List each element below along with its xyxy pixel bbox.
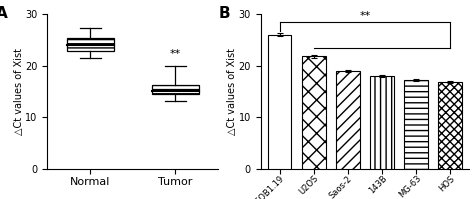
Bar [267,35,292,169]
Y-axis label: △Ct values of Xist: △Ct values of Xist [227,48,237,135]
Y-axis label: △Ct values of Xist: △Ct values of Xist [14,48,24,135]
Bar [438,82,463,169]
Bar [152,85,199,94]
Text: A: A [0,6,8,21]
Text: **: ** [170,50,181,60]
Bar [404,80,428,169]
Bar [302,56,326,169]
Bar [66,38,113,51]
Bar [370,76,394,169]
Bar [336,71,360,169]
Text: **: ** [359,11,371,21]
Text: B: B [219,6,231,21]
